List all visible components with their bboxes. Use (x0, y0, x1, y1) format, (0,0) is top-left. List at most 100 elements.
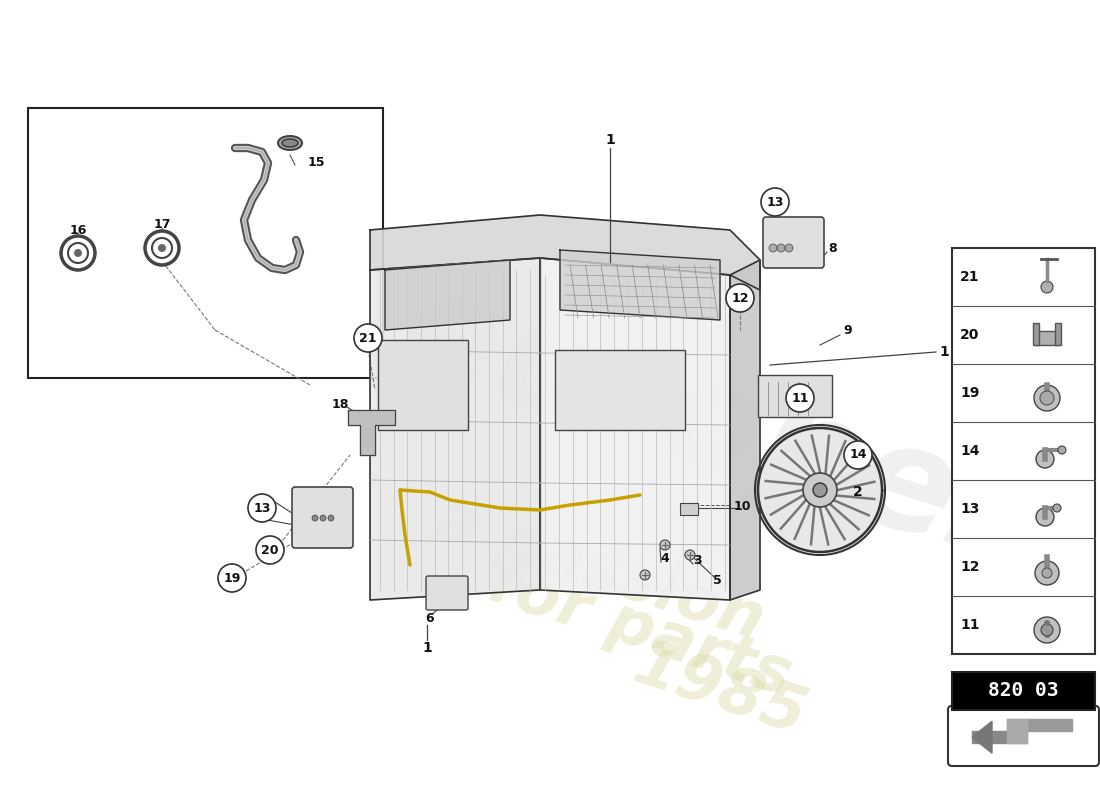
Circle shape (777, 244, 785, 252)
Polygon shape (972, 731, 1027, 743)
Circle shape (1058, 446, 1066, 454)
Circle shape (1042, 568, 1052, 578)
Text: 12: 12 (960, 560, 979, 574)
Text: 13: 13 (253, 502, 271, 514)
Text: 13: 13 (960, 502, 979, 516)
Circle shape (218, 564, 246, 592)
FancyBboxPatch shape (426, 576, 467, 610)
Text: 17: 17 (153, 218, 170, 231)
Text: 1985: 1985 (626, 633, 814, 747)
Bar (680, 503, 698, 515)
Circle shape (844, 441, 872, 469)
Polygon shape (348, 410, 395, 455)
Text: 14: 14 (960, 444, 979, 458)
Bar (952, 248, 1094, 654)
Circle shape (1041, 624, 1053, 636)
Circle shape (1044, 620, 1050, 626)
Circle shape (803, 473, 837, 507)
Text: 21: 21 (960, 270, 979, 284)
Text: 18: 18 (331, 398, 349, 411)
Circle shape (1041, 281, 1053, 293)
Text: 15: 15 (308, 155, 326, 169)
Ellipse shape (278, 136, 303, 150)
Text: 1: 1 (939, 345, 949, 359)
Bar (1033, 323, 1039, 345)
Text: for parts: for parts (481, 552, 799, 708)
Circle shape (354, 324, 382, 352)
Polygon shape (560, 250, 720, 320)
Text: 3: 3 (693, 554, 702, 566)
Text: 19: 19 (960, 386, 979, 400)
Text: 820 03: 820 03 (988, 682, 1058, 701)
Bar (28, 108, 383, 378)
Circle shape (320, 515, 326, 521)
Ellipse shape (282, 139, 298, 147)
Text: 9: 9 (844, 323, 852, 337)
Bar (556, 350, 685, 430)
Circle shape (1035, 561, 1059, 585)
FancyBboxPatch shape (948, 706, 1099, 766)
Circle shape (74, 249, 82, 257)
Circle shape (158, 244, 166, 252)
Polygon shape (370, 215, 760, 290)
Circle shape (1040, 391, 1054, 405)
Text: 12: 12 (732, 291, 749, 305)
FancyBboxPatch shape (763, 217, 824, 268)
Text: 10: 10 (734, 501, 750, 514)
Text: 8: 8 (828, 242, 837, 254)
Text: 13: 13 (767, 195, 783, 209)
Circle shape (145, 231, 179, 265)
Circle shape (1036, 450, 1054, 468)
Circle shape (1034, 385, 1060, 411)
Circle shape (761, 188, 789, 216)
Circle shape (758, 428, 882, 552)
Circle shape (769, 244, 777, 252)
Bar (952, 672, 1094, 710)
Circle shape (786, 384, 814, 412)
Circle shape (685, 550, 695, 560)
Polygon shape (972, 722, 992, 754)
Circle shape (256, 536, 284, 564)
Text: 1: 1 (605, 133, 615, 147)
Text: 11: 11 (960, 618, 979, 632)
Circle shape (60, 236, 95, 270)
Text: europes: europes (382, 260, 1058, 600)
Circle shape (68, 243, 88, 263)
Circle shape (1036, 508, 1054, 526)
Circle shape (660, 540, 670, 550)
Polygon shape (1006, 719, 1072, 731)
Polygon shape (370, 258, 540, 600)
Circle shape (152, 238, 172, 258)
Circle shape (328, 515, 334, 521)
FancyBboxPatch shape (292, 487, 353, 548)
Polygon shape (540, 258, 730, 600)
Text: 19: 19 (223, 571, 241, 585)
Text: 20: 20 (262, 543, 278, 557)
Text: a passion: a passion (428, 488, 772, 652)
Text: 5: 5 (713, 574, 722, 586)
Circle shape (1034, 617, 1060, 643)
Text: 20: 20 (960, 328, 979, 342)
Text: 2: 2 (854, 485, 862, 499)
Text: 1: 1 (422, 641, 432, 655)
Bar (378, 340, 468, 430)
Text: 14: 14 (849, 449, 867, 462)
Circle shape (813, 483, 827, 497)
Circle shape (726, 284, 754, 312)
Text: 21: 21 (360, 331, 376, 345)
Circle shape (785, 244, 793, 252)
Bar (1035, 331, 1059, 345)
Circle shape (248, 494, 276, 522)
Circle shape (312, 515, 318, 521)
Polygon shape (1006, 719, 1027, 743)
Circle shape (640, 570, 650, 580)
Polygon shape (730, 260, 760, 600)
Text: 11: 11 (791, 391, 808, 405)
Circle shape (1053, 504, 1062, 512)
Text: 6: 6 (426, 611, 434, 625)
Text: 7: 7 (260, 494, 268, 506)
Bar (1055, 323, 1061, 345)
Text: 4: 4 (661, 551, 670, 565)
Text: 16: 16 (69, 223, 87, 237)
FancyBboxPatch shape (758, 375, 832, 417)
